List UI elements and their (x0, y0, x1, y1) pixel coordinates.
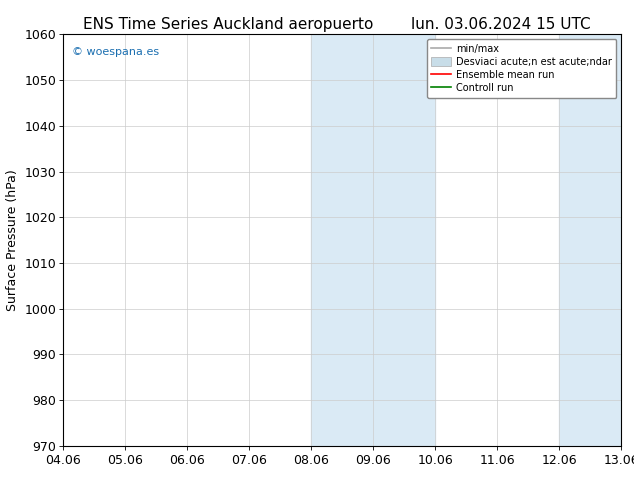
Text: ENS Time Series Auckland aeropuerto: ENS Time Series Auckland aeropuerto (83, 17, 373, 32)
Y-axis label: Surface Pressure (hPa): Surface Pressure (hPa) (6, 169, 19, 311)
Text: © woespana.es: © woespana.es (72, 47, 159, 57)
Legend: min/max, Desviaci acute;n est acute;ndar, Ensemble mean run, Controll run: min/max, Desviaci acute;n est acute;ndar… (427, 39, 616, 98)
Bar (311, 34, 436, 446)
Text: lun. 03.06.2024 15 UTC: lun. 03.06.2024 15 UTC (411, 17, 591, 32)
Bar (559, 34, 621, 446)
